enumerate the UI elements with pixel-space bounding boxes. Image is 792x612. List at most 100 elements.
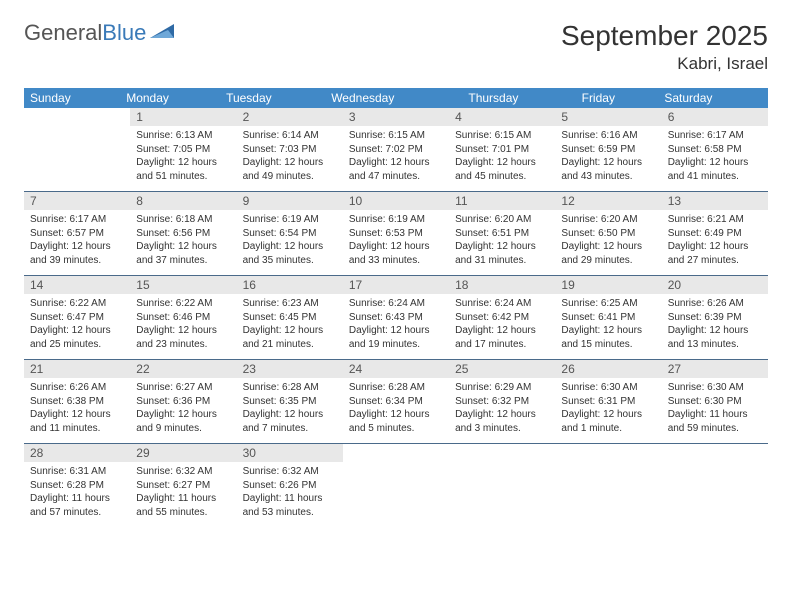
dow-thu: Thursday: [462, 88, 575, 108]
sunrise-text: Sunrise: 6:17 AM: [668, 129, 762, 143]
sunrise-text: Sunrise: 6:28 AM: [349, 381, 443, 395]
day-details: Sunrise: 6:31 AMSunset: 6:28 PMDaylight:…: [24, 462, 130, 527]
day-details: Sunrise: 6:14 AMSunset: 7:03 PMDaylight:…: [237, 126, 343, 192]
sunset-text: Sunset: 6:56 PM: [136, 227, 230, 241]
sunrise-text: Sunrise: 6:16 AM: [561, 129, 655, 143]
sunset-text: Sunset: 6:57 PM: [30, 227, 124, 241]
day-number: 9: [237, 192, 343, 211]
sunrise-text: Sunrise: 6:13 AM: [136, 129, 230, 143]
sunrise-text: Sunrise: 6:26 AM: [30, 381, 124, 395]
day-details: Sunrise: 6:25 AMSunset: 6:41 PMDaylight:…: [555, 294, 661, 360]
day-number: [449, 444, 555, 463]
day-number: 11: [449, 192, 555, 211]
daylight-text: Daylight: 12 hours and 41 minutes.: [668, 156, 762, 183]
day-details: Sunrise: 6:24 AMSunset: 6:42 PMDaylight:…: [449, 294, 555, 360]
sunset-text: Sunset: 6:50 PM: [561, 227, 655, 241]
day-number-row: 282930: [24, 444, 768, 463]
sunrise-text: Sunrise: 6:24 AM: [455, 297, 549, 311]
day-number: 7: [24, 192, 130, 211]
day-details: Sunrise: 6:19 AMSunset: 6:54 PMDaylight:…: [237, 210, 343, 276]
daylight-text: Daylight: 12 hours and 13 minutes.: [668, 324, 762, 351]
day-detail-row: Sunrise: 6:13 AMSunset: 7:05 PMDaylight:…: [24, 126, 768, 192]
day-details: Sunrise: 6:28 AMSunset: 6:34 PMDaylight:…: [343, 378, 449, 444]
day-number: 4: [449, 108, 555, 126]
daylight-text: Daylight: 11 hours and 55 minutes.: [136, 492, 230, 519]
dow-fri: Friday: [576, 88, 659, 108]
day-details: Sunrise: 6:26 AMSunset: 6:39 PMDaylight:…: [662, 294, 768, 360]
sunset-text: Sunset: 6:58 PM: [668, 143, 762, 157]
sunset-text: Sunset: 7:01 PM: [455, 143, 549, 157]
day-details: [343, 462, 449, 527]
day-number: 25: [449, 360, 555, 379]
daylight-text: Daylight: 12 hours and 27 minutes.: [668, 240, 762, 267]
day-details: Sunrise: 6:20 AMSunset: 6:51 PMDaylight:…: [449, 210, 555, 276]
daylight-text: Daylight: 12 hours and 51 minutes.: [136, 156, 230, 183]
sunset-text: Sunset: 6:31 PM: [561, 395, 655, 409]
sunrise-text: Sunrise: 6:28 AM: [243, 381, 337, 395]
daylight-text: Daylight: 12 hours and 45 minutes.: [455, 156, 549, 183]
day-number: 23: [237, 360, 343, 379]
sunrise-text: Sunrise: 6:32 AM: [136, 465, 230, 479]
dow-header-row: Sunday Monday Tuesday Wednesday Thursday…: [24, 88, 768, 108]
daylight-text: Daylight: 12 hours and 49 minutes.: [243, 156, 337, 183]
sunset-text: Sunset: 7:03 PM: [243, 143, 337, 157]
logo: GeneralBlue: [24, 20, 176, 46]
sunset-text: Sunset: 6:41 PM: [561, 311, 655, 325]
calendar-body: 123456Sunrise: 6:13 AMSunset: 7:05 PMDay…: [24, 108, 768, 527]
sunrise-text: Sunrise: 6:19 AM: [243, 213, 337, 227]
sunset-text: Sunset: 6:43 PM: [349, 311, 443, 325]
day-number: 28: [24, 444, 130, 463]
day-number: 18: [449, 276, 555, 295]
day-number: 21: [24, 360, 130, 379]
daylight-text: Daylight: 12 hours and 19 minutes.: [349, 324, 443, 351]
day-number: 8: [130, 192, 236, 211]
day-details: Sunrise: 6:23 AMSunset: 6:45 PMDaylight:…: [237, 294, 343, 360]
sunset-text: Sunset: 6:53 PM: [349, 227, 443, 241]
sunset-text: Sunset: 6:34 PM: [349, 395, 443, 409]
sunrise-text: Sunrise: 6:27 AM: [136, 381, 230, 395]
day-details: Sunrise: 6:17 AMSunset: 6:58 PMDaylight:…: [662, 126, 768, 192]
day-details: Sunrise: 6:20 AMSunset: 6:50 PMDaylight:…: [555, 210, 661, 276]
sunset-text: Sunset: 6:38 PM: [30, 395, 124, 409]
daylight-text: Daylight: 12 hours and 47 minutes.: [349, 156, 443, 183]
day-number: 15: [130, 276, 236, 295]
sunset-text: Sunset: 6:59 PM: [561, 143, 655, 157]
day-details: [24, 126, 130, 192]
daylight-text: Daylight: 12 hours and 11 minutes.: [30, 408, 124, 435]
sunrise-text: Sunrise: 6:32 AM: [243, 465, 337, 479]
day-number: 22: [130, 360, 236, 379]
sunset-text: Sunset: 6:26 PM: [243, 479, 337, 493]
sunset-text: Sunset: 6:46 PM: [136, 311, 230, 325]
daylight-text: Daylight: 11 hours and 53 minutes.: [243, 492, 337, 519]
dow-tue: Tuesday: [220, 88, 325, 108]
day-details: Sunrise: 6:15 AMSunset: 7:01 PMDaylight:…: [449, 126, 555, 192]
day-number: 26: [555, 360, 661, 379]
daylight-text: Daylight: 12 hours and 1 minute.: [561, 408, 655, 435]
daylight-text: Daylight: 12 hours and 31 minutes.: [455, 240, 549, 267]
sunrise-text: Sunrise: 6:30 AM: [561, 381, 655, 395]
day-details: Sunrise: 6:32 AMSunset: 6:26 PMDaylight:…: [237, 462, 343, 527]
sunset-text: Sunset: 6:45 PM: [243, 311, 337, 325]
sunrise-text: Sunrise: 6:23 AM: [243, 297, 337, 311]
title-block: September 2025 Kabri, Israel: [561, 20, 768, 74]
day-number: 13: [662, 192, 768, 211]
day-number: 2: [237, 108, 343, 126]
day-number: 10: [343, 192, 449, 211]
sunrise-text: Sunrise: 6:15 AM: [455, 129, 549, 143]
sunrise-text: Sunrise: 6:20 AM: [561, 213, 655, 227]
day-details: Sunrise: 6:19 AMSunset: 6:53 PMDaylight:…: [343, 210, 449, 276]
sunset-text: Sunset: 6:35 PM: [243, 395, 337, 409]
logo-word-1: General: [24, 20, 102, 45]
month-title: September 2025: [561, 20, 768, 52]
daylight-text: Daylight: 12 hours and 33 minutes.: [349, 240, 443, 267]
daylight-text: Daylight: 12 hours and 35 minutes.: [243, 240, 337, 267]
sunset-text: Sunset: 6:39 PM: [668, 311, 762, 325]
day-number: 1: [130, 108, 236, 126]
day-number: [555, 444, 661, 463]
sunrise-text: Sunrise: 6:31 AM: [30, 465, 124, 479]
dow-wed: Wednesday: [325, 88, 462, 108]
day-details: Sunrise: 6:29 AMSunset: 6:32 PMDaylight:…: [449, 378, 555, 444]
logo-word-2: Blue: [102, 20, 146, 45]
day-details: [449, 462, 555, 527]
day-number: 24: [343, 360, 449, 379]
